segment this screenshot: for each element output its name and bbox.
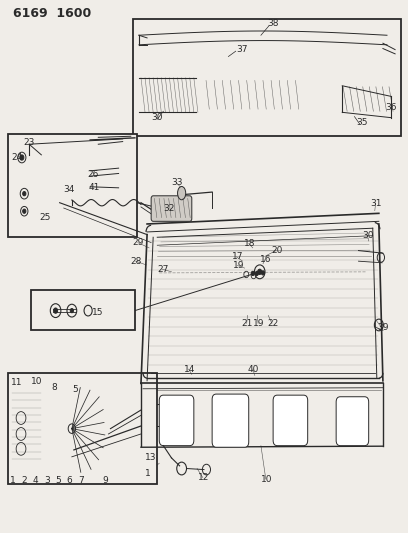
- Bar: [8, 373, 157, 484]
- Text: 9: 9: [102, 477, 108, 485]
- Text: 25: 25: [39, 213, 51, 222]
- Text: 10: 10: [261, 475, 273, 483]
- Text: 38: 38: [267, 19, 279, 28]
- Text: 19: 19: [253, 319, 265, 328]
- Text: 6: 6: [67, 477, 72, 485]
- Text: 20: 20: [271, 246, 282, 255]
- Text: 14: 14: [184, 365, 195, 374]
- Text: 36: 36: [386, 102, 397, 111]
- Text: 30: 30: [363, 231, 374, 240]
- FancyBboxPatch shape: [151, 196, 192, 221]
- Text: 21: 21: [242, 319, 253, 328]
- Text: 17: 17: [232, 253, 243, 261]
- Text: 29: 29: [133, 238, 144, 247]
- Circle shape: [258, 269, 262, 274]
- Text: 30: 30: [151, 113, 163, 122]
- Bar: [139, 78, 196, 112]
- Text: 7: 7: [78, 477, 84, 485]
- Text: 1: 1: [145, 470, 151, 478]
- Text: 34: 34: [64, 185, 75, 194]
- Text: 15: 15: [92, 308, 104, 317]
- FancyBboxPatch shape: [336, 397, 369, 446]
- Bar: [133, 19, 401, 136]
- Text: 31: 31: [371, 199, 382, 208]
- FancyBboxPatch shape: [159, 395, 194, 446]
- Circle shape: [262, 271, 264, 275]
- Circle shape: [53, 308, 58, 313]
- Text: 23: 23: [23, 138, 34, 147]
- Bar: [11, 391, 41, 461]
- Text: 10: 10: [31, 377, 43, 386]
- Text: 28: 28: [131, 257, 142, 265]
- Text: 2: 2: [21, 477, 27, 485]
- Bar: [31, 202, 88, 215]
- Text: 26: 26: [87, 170, 99, 179]
- FancyBboxPatch shape: [273, 395, 308, 446]
- Text: 18: 18: [244, 239, 255, 248]
- Text: 27: 27: [157, 265, 169, 273]
- FancyBboxPatch shape: [212, 394, 249, 447]
- Text: 39: 39: [377, 323, 388, 332]
- Circle shape: [70, 309, 73, 313]
- Text: 6169  1600: 6169 1600: [13, 7, 91, 20]
- Text: 41: 41: [88, 183, 100, 192]
- Text: 5: 5: [72, 385, 78, 394]
- Text: 12: 12: [198, 473, 209, 482]
- Bar: [31, 290, 135, 330]
- Circle shape: [23, 191, 26, 196]
- Text: 35: 35: [357, 118, 368, 127]
- Text: 16: 16: [260, 255, 272, 264]
- Ellipse shape: [177, 187, 186, 200]
- FancyBboxPatch shape: [204, 80, 297, 110]
- Circle shape: [20, 155, 24, 160]
- Text: 11: 11: [11, 378, 22, 387]
- Text: 3: 3: [44, 477, 49, 485]
- Text: 40: 40: [248, 365, 259, 374]
- Bar: [31, 150, 88, 165]
- Text: 33: 33: [171, 178, 183, 187]
- Text: 37: 37: [237, 45, 248, 54]
- Text: 32: 32: [163, 204, 175, 213]
- Text: 4: 4: [32, 477, 38, 485]
- Circle shape: [23, 209, 26, 213]
- Text: 1: 1: [10, 477, 16, 485]
- Text: 19: 19: [233, 261, 244, 270]
- Bar: [8, 134, 137, 237]
- Bar: [31, 184, 92, 199]
- Text: 8: 8: [51, 383, 57, 392]
- Text: 22: 22: [267, 319, 278, 328]
- Text: 13: 13: [145, 454, 157, 463]
- Circle shape: [255, 271, 259, 276]
- Circle shape: [251, 271, 255, 276]
- Text: 5: 5: [55, 477, 61, 485]
- Text: 24: 24: [11, 153, 22, 162]
- Bar: [31, 166, 96, 182]
